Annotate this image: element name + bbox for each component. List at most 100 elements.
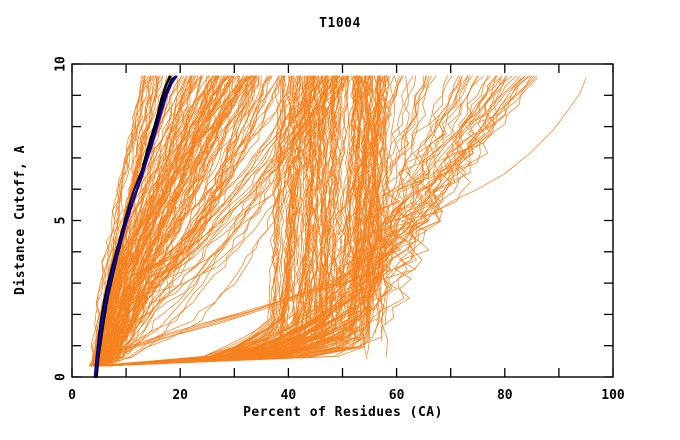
model-curve <box>93 75 308 367</box>
model-curve <box>97 75 357 367</box>
x-axis-tick-labels: 0 20 40 60 80 100 <box>68 388 625 403</box>
model-curve <box>106 75 344 367</box>
model-curve <box>97 75 257 367</box>
model-curve <box>96 75 395 367</box>
model-curve <box>101 75 381 367</box>
model-curve <box>105 75 531 367</box>
model-curve <box>103 75 291 367</box>
model-curve <box>96 75 287 367</box>
model-curve <box>97 75 225 367</box>
model-curve <box>99 75 498 367</box>
model-curve <box>92 75 207 367</box>
model-curve <box>99 75 291 367</box>
model-curve <box>101 75 298 367</box>
model-curve <box>99 75 317 367</box>
model-curve-outlier <box>94 77 500 367</box>
model-curve <box>90 75 155 367</box>
model-curve <box>102 75 327 367</box>
model-curve <box>360 75 369 290</box>
model-curve <box>96 75 249 367</box>
model-curve <box>105 75 324 367</box>
model-curve <box>107 75 402 367</box>
model-curve <box>95 75 328 367</box>
model-curve <box>380 75 388 325</box>
model-curves-layer <box>89 75 587 378</box>
model-curve <box>354 75 363 269</box>
model-curve <box>90 75 292 367</box>
model-curve <box>351 75 360 304</box>
y-axis-tick-labels: 0 5 10 <box>54 56 69 381</box>
model-curve <box>102 75 370 367</box>
model-curve <box>91 75 146 367</box>
model-curve-outlier <box>96 77 587 367</box>
reference-curve-reference-blue <box>94 75 178 378</box>
model-curve <box>96 75 311 367</box>
x-tick-label: 60 <box>389 388 405 403</box>
model-curve <box>97 75 363 367</box>
model-curve <box>359 75 369 360</box>
model-curve <box>93 75 348 367</box>
model-curve <box>104 75 284 367</box>
model-curve <box>98 75 398 367</box>
model-curve <box>99 75 521 367</box>
y-tick-label: 0 <box>54 373 69 381</box>
model-curve <box>93 75 299 367</box>
model-curve <box>105 75 240 367</box>
axes-frame-layer: 0 20 40 60 80 100 0 5 10 <box>54 56 625 403</box>
model-curve <box>96 75 371 367</box>
model-curve <box>100 75 171 367</box>
model-curve <box>356 75 365 338</box>
model-curve <box>93 75 414 367</box>
model-curve <box>96 75 282 367</box>
page-title: T1004 <box>319 16 361 31</box>
model-curve <box>101 75 537 367</box>
model-curve <box>99 75 252 367</box>
y-axis-ticks <box>72 63 613 378</box>
model-curve <box>374 75 384 342</box>
model-curve <box>369 75 380 263</box>
model-curve <box>93 75 319 367</box>
x-tick-label: 100 <box>601 388 625 403</box>
model-curve <box>102 75 463 367</box>
model-curve <box>103 75 325 367</box>
x-tick-label: 20 <box>172 388 188 403</box>
model-curve <box>98 75 432 367</box>
model-curve <box>103 75 252 367</box>
model-curve <box>94 75 256 367</box>
model-curve <box>95 75 191 367</box>
model-curve <box>102 75 193 367</box>
model-curve <box>101 75 298 367</box>
x-axis-ticks <box>71 64 614 377</box>
model-curve <box>102 75 308 367</box>
model-curve <box>102 75 309 367</box>
model-curve-outlier <box>95 77 522 367</box>
model-curve <box>361 75 372 275</box>
model-curve <box>354 75 363 303</box>
model-curve <box>103 75 518 367</box>
model-curve <box>100 75 232 367</box>
model-curve <box>373 75 383 322</box>
model-curve <box>380 75 389 358</box>
model-curve <box>368 75 378 311</box>
model-curve <box>94 75 428 367</box>
model-curve <box>104 75 526 367</box>
model-curve <box>94 75 150 367</box>
model-curve <box>99 75 400 367</box>
model-curve <box>95 75 334 367</box>
x-tick-label: 80 <box>497 388 513 403</box>
model-curve <box>92 75 270 367</box>
model-curve <box>97 75 249 367</box>
model-curve <box>101 75 215 367</box>
model-curve-outlier <box>97 77 506 367</box>
x-tick-label: 40 <box>281 388 297 403</box>
y-tick-label: 5 <box>54 217 69 225</box>
model-curve <box>94 75 316 367</box>
y-tick-label: 10 <box>54 56 69 72</box>
model-curve <box>91 75 217 367</box>
model-curve <box>106 75 241 367</box>
model-curve <box>101 75 334 367</box>
model-curve <box>99 75 506 367</box>
